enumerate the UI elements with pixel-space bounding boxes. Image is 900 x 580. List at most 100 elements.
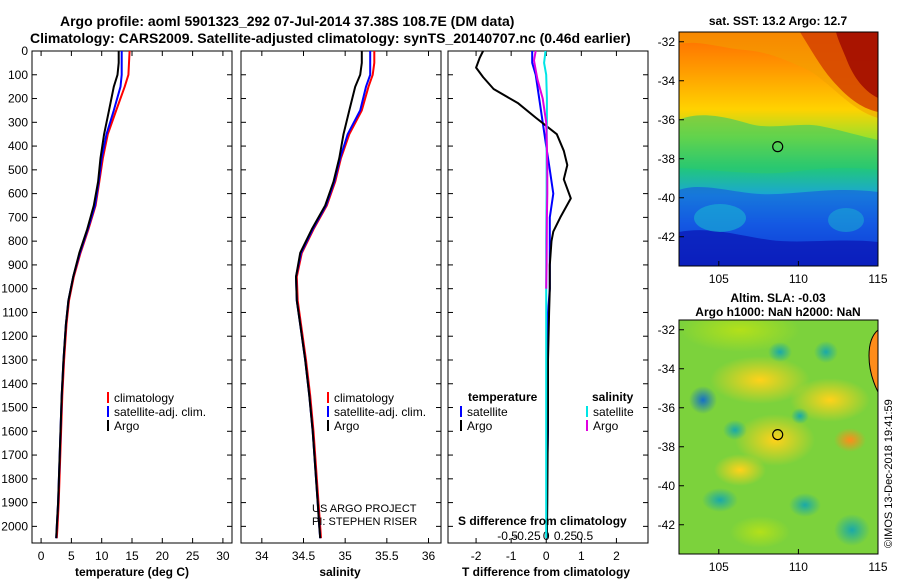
depth-tick-label: 1200 bbox=[1, 329, 28, 343]
legend-mark-argo bbox=[107, 420, 109, 431]
depth-tick-label: 1700 bbox=[1, 448, 28, 462]
legend-mark-temp-satellite bbox=[460, 406, 462, 417]
legend-mark-satellite bbox=[327, 406, 329, 417]
difference-lines bbox=[475, 51, 572, 539]
x-tick-label: 2 bbox=[613, 549, 620, 563]
x-tick-label: 10 bbox=[95, 549, 109, 563]
legend-label-climatology: climatology bbox=[334, 391, 394, 405]
difference-panel: -2 -1 0 1 2 -0.5-0.25 0 0.25 0.5 S difference f… bbox=[447, 50, 649, 579]
legend-mark-climatology bbox=[327, 392, 329, 403]
figure-title-line1: Argo profile: aoml 5901323_292 07-Jul-20… bbox=[60, 13, 514, 29]
map-y-tick-label: -34 bbox=[658, 74, 676, 88]
depth-tick-label: 800 bbox=[8, 234, 28, 248]
x-tick-label: 34.5 bbox=[292, 549, 316, 563]
salinity-frame bbox=[240, 50, 442, 544]
sst-map-frame bbox=[678, 31, 879, 267]
map-x-tick-label: 105 bbox=[709, 560, 729, 574]
map-y-tick-label: -42 bbox=[658, 518, 676, 532]
map-y-tick-label: -40 bbox=[658, 479, 676, 493]
map-x-tick-label: 110 bbox=[789, 560, 808, 574]
legend-label-temp-argo: Argo bbox=[467, 419, 493, 433]
map-y-tick-label: -32 bbox=[658, 35, 676, 49]
series-line-argo bbox=[295, 51, 363, 539]
difference-x-ticks: -2 -1 0 1 2 bbox=[471, 51, 620, 563]
depth-tick-label: 1100 bbox=[2, 305, 28, 319]
x-tick-label: 25 bbox=[186, 549, 200, 563]
salinity-xlabel: salinity bbox=[319, 565, 361, 579]
x-tick-label: -1 bbox=[506, 549, 517, 563]
legend-label-sal-satellite: satellite bbox=[593, 405, 634, 419]
s-tick-label: 0.5 bbox=[576, 529, 593, 543]
depth-tick-label: 200 bbox=[8, 92, 28, 106]
x-tick-label: 15 bbox=[125, 549, 139, 563]
sst-map: sat. SST: 13.2 Argo: 12.7 105 110 115 -32 -3… bbox=[658, 14, 888, 286]
sla-map-title: Altim. SLA: -0.03 bbox=[730, 291, 826, 305]
map-y-tick-label: -36 bbox=[658, 113, 676, 127]
depth-tick-label: 1400 bbox=[1, 377, 28, 391]
legend-label-climatology: climatology bbox=[114, 391, 174, 405]
legend-mark-sal-satellite bbox=[586, 406, 588, 417]
legend-label-temp-satellite: satellite bbox=[467, 405, 508, 419]
legend-mark-sal-argo bbox=[586, 420, 588, 431]
salinity-lines bbox=[295, 51, 376, 539]
temperature-xlabel: temperature (deg C) bbox=[75, 565, 189, 579]
legend-salinity-header: salinity bbox=[592, 390, 634, 404]
temperature-x-ticks: 0 5 10 15 20 25 30 bbox=[38, 51, 230, 563]
legend-mark-satellite bbox=[107, 406, 109, 417]
depth-tick-label: 1800 bbox=[1, 472, 28, 486]
map-x-tick-label: 105 bbox=[709, 272, 729, 286]
x-tick-label: 5 bbox=[68, 549, 75, 563]
argo-location-marker bbox=[772, 141, 784, 153]
s-tick-label: 0.25 bbox=[554, 529, 578, 543]
pi-credit: PI: STEPHEN RISER bbox=[312, 516, 417, 528]
sla-map-subtitle: Argo h1000: NaN h2000: NaN bbox=[695, 305, 860, 319]
temperature-frame bbox=[31, 50, 233, 544]
depth-tick-label: 600 bbox=[8, 187, 28, 201]
legend-label-satellite: satellite-adj. clim. bbox=[334, 405, 426, 419]
argo-location-marker bbox=[772, 429, 784, 441]
difference-legend: temperature salinity satellite Argo sate… bbox=[460, 390, 634, 433]
depth-tick-label: 100 bbox=[8, 68, 28, 82]
sst-field bbox=[679, 32, 878, 266]
legend-label-argo: Argo bbox=[334, 419, 360, 433]
map-y-tick-label: -32 bbox=[658, 323, 676, 337]
sla-field bbox=[679, 320, 878, 554]
s-tick-label: -0.25 bbox=[513, 529, 541, 543]
map-y-tick-label: -38 bbox=[658, 152, 676, 166]
x-tick-label: 34 bbox=[255, 549, 269, 563]
series-line-argo bbox=[55, 51, 120, 539]
depth-tick-label: 2000 bbox=[1, 519, 28, 533]
depth-tick-label: 1000 bbox=[1, 282, 28, 296]
difference-y-tickmarks bbox=[448, 50, 648, 527]
depth-tick-label: 700 bbox=[8, 210, 28, 224]
map-y-tick-label: -38 bbox=[658, 440, 676, 454]
x-tick-label: -2 bbox=[471, 549, 482, 563]
depth-tick-label: 300 bbox=[8, 115, 28, 129]
legend-mark-temp-argo bbox=[460, 420, 462, 431]
x-tick-label: 30 bbox=[216, 549, 230, 563]
map-y-tick-label: -34 bbox=[658, 362, 676, 376]
sla-map: Altim. SLA: -0.03 Argo h1000: NaN h2000:… bbox=[658, 291, 888, 574]
x-tick-label: 35 bbox=[338, 549, 352, 563]
sst-map-title: sat. SST: 13.2 Argo: 12.7 bbox=[709, 14, 848, 28]
temperature-legend: climatology satellite-adj. clim. Argo bbox=[107, 391, 206, 433]
figure-title-line2: Climatology: CARS2009. Satellite-adjuste… bbox=[30, 30, 631, 46]
x-tick-label: 0 bbox=[38, 549, 45, 563]
legend-mark-climatology bbox=[107, 392, 109, 403]
depth-tick-label: 0 bbox=[21, 44, 28, 58]
temperature-lines bbox=[55, 51, 131, 539]
x-tick-label: 1 bbox=[578, 549, 585, 563]
depth-tick-label: 1900 bbox=[1, 496, 28, 510]
x-tick-label: 35.5 bbox=[375, 549, 399, 563]
depth-ticks: 0 100 200 300 400 500 600 700 800 900 1000 1100 1200… bbox=[1, 44, 232, 533]
salinity-x-ticks: 34 34.5 35 35.5 36 bbox=[255, 51, 435, 563]
temperature-panel: 0 5 10 15 20 25 30 0 100 200 300 400 500 600 700 800 90… bbox=[1, 44, 233, 579]
project-credit: US ARGO PROJECT bbox=[312, 503, 417, 515]
x-tick-label: 20 bbox=[156, 549, 170, 563]
depth-tick-label: 1500 bbox=[1, 401, 28, 415]
difference-xlabel: T difference from climatology bbox=[462, 565, 630, 579]
series-line-argo bbox=[475, 51, 572, 539]
depth-tick-label: 900 bbox=[8, 258, 28, 272]
sla-map-frame bbox=[678, 319, 879, 555]
